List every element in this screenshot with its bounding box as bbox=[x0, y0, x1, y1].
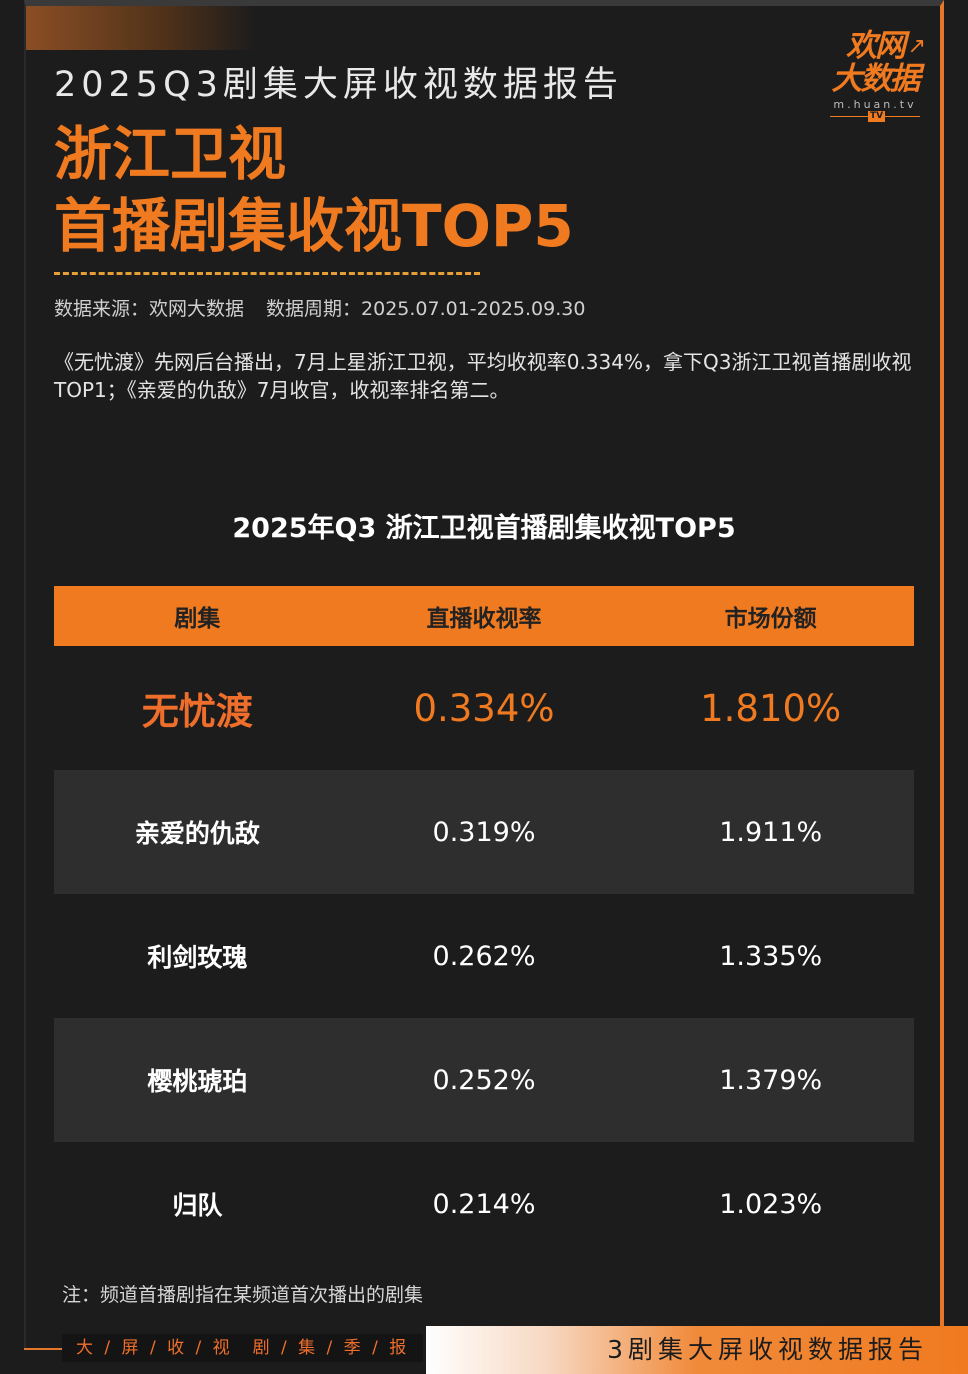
description: 《无忧渡》先网后台播出，7月上星浙江卫视，平均收视率0.334%，拿下Q3浙江卫… bbox=[54, 350, 912, 402]
table-row: 归队 0.214% 1.023% bbox=[54, 1142, 914, 1266]
logo-tv-rule: TV bbox=[830, 111, 920, 126]
table-row: 无忧渡 0.334% 1.810% bbox=[54, 646, 914, 770]
report-title: 2025Q3剧集大屏收视数据报告 bbox=[54, 65, 623, 105]
header-series: 剧集 bbox=[174, 606, 221, 632]
footnote: 注：频道首播剧指在某频道首次播出的剧集 bbox=[62, 1284, 424, 1306]
share-value: 1.810% bbox=[700, 686, 842, 730]
page-frame bbox=[24, 0, 944, 1348]
tv-badge: TV bbox=[868, 111, 886, 122]
trend-arrow-icon: ↗ bbox=[907, 34, 926, 59]
footer-series-label: 大 / 屏 / 收 / 视 剧 / 集 / 季 / 报 bbox=[62, 1334, 424, 1362]
share-value: 1.023% bbox=[719, 1188, 823, 1220]
rating-value: 0.252% bbox=[432, 1064, 536, 1096]
ratings-table: 剧集 直播收视率 市场份额 无忧渡 0.334% 1.810% 亲爱的仇敌 0.… bbox=[54, 586, 914, 1266]
table-row: 亲爱的仇敌 0.319% 1.911% bbox=[54, 770, 914, 894]
rating-value: 0.319% bbox=[432, 816, 536, 848]
meta-line: 数据来源：欢网大数据 数据周期：2025.07.01-2025.09.30 bbox=[54, 294, 585, 321]
share-value: 1.379% bbox=[719, 1064, 823, 1096]
footer-report-banner: 3剧集大屏收视数据报告 bbox=[426, 1326, 968, 1374]
table-title: 2025年Q3 浙江卫视首播剧集收视TOP5 bbox=[232, 513, 736, 544]
rating-value: 0.214% bbox=[432, 1188, 536, 1220]
header-share: 市场份额 bbox=[724, 606, 817, 632]
logo-line2: 大数据 bbox=[831, 61, 921, 97]
headline: 浙江卫视 首播剧集收视TOP5 bbox=[54, 118, 574, 262]
rating-value: 0.262% bbox=[432, 940, 536, 972]
footer-rule bbox=[24, 1348, 64, 1350]
headline-subject: 首播剧集收视TOP5 bbox=[54, 192, 574, 260]
series-name: 利剑玫瑰 bbox=[147, 943, 248, 972]
huan-logo: 欢网 大数据 ↗ m.huan.tv TV bbox=[820, 30, 930, 122]
series-name: 无忧渡 bbox=[141, 690, 253, 733]
logo-domain: m.huan.tv bbox=[833, 98, 917, 111]
table-row: 利剑玫瑰 0.262% 1.335% bbox=[54, 894, 914, 1018]
table-row: 樱桃琥珀 0.252% 1.379% bbox=[54, 1018, 914, 1142]
share-value: 1.911% bbox=[719, 816, 823, 848]
table-header: 剧集 直播收视率 市场份额 bbox=[54, 586, 914, 646]
headline-channel: 浙江卫视 bbox=[54, 120, 287, 188]
header-rating: 直播收视率 bbox=[426, 606, 542, 632]
series-name: 樱桃琥珀 bbox=[147, 1067, 248, 1096]
data-period: 数据周期：2025.07.01-2025.09.30 bbox=[266, 298, 586, 320]
share-value: 1.335% bbox=[719, 940, 823, 972]
series-name: 亲爱的仇敌 bbox=[134, 819, 260, 848]
series-name: 归队 bbox=[172, 1191, 223, 1220]
logo-line1: 欢网 bbox=[846, 28, 906, 64]
frame-top-accent bbox=[26, 6, 256, 50]
data-source: 数据来源：欢网大数据 bbox=[54, 298, 245, 320]
dashed-divider bbox=[54, 272, 480, 275]
rating-value: 0.334% bbox=[413, 686, 555, 730]
